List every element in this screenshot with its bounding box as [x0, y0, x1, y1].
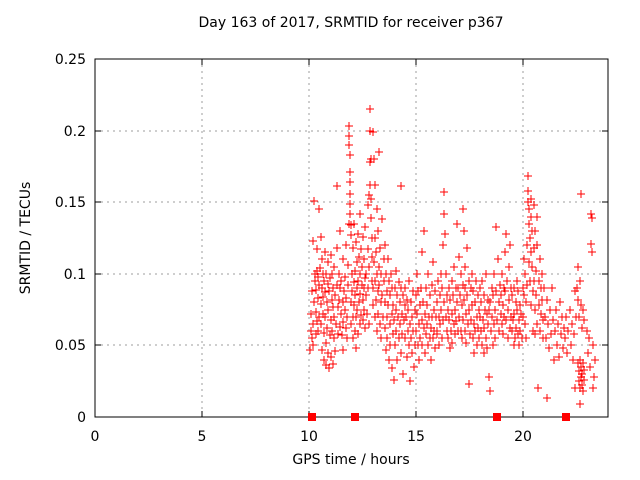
baseline-square-marker	[351, 413, 359, 421]
x-tick-label: 20	[514, 429, 532, 445]
x-axis-label: GPS time / hours	[292, 452, 409, 468]
baseline-square-marker	[308, 413, 316, 421]
chart-title: Day 163 of 2017, SRMTID for receiver p36…	[198, 15, 503, 31]
y-tick-label: 0.1	[64, 267, 86, 283]
y-tick-label: 0.15	[55, 195, 86, 211]
y-axis-label: SRMTID / TECUs	[18, 182, 34, 295]
y-tick-label: 0.2	[64, 124, 86, 140]
y-tick-label: 0	[77, 410, 86, 426]
y-tick-label: 0.05	[55, 338, 86, 354]
x-tick-label: 5	[198, 429, 207, 445]
x-tick-label: 15	[407, 429, 425, 445]
tick-label-layer: 0 5 10 15 20 0 0.05 0.1 0.15 0.2 0.25	[55, 52, 532, 445]
data-series-layer	[306, 105, 599, 421]
baseline-square-marker	[562, 413, 570, 421]
y-tick-label: 0.25	[55, 52, 86, 68]
baseline-square-marker	[493, 413, 501, 421]
x-tick-label: 0	[91, 429, 100, 445]
x-tick-label: 10	[300, 429, 318, 445]
scatter-points-plus	[306, 105, 599, 408]
